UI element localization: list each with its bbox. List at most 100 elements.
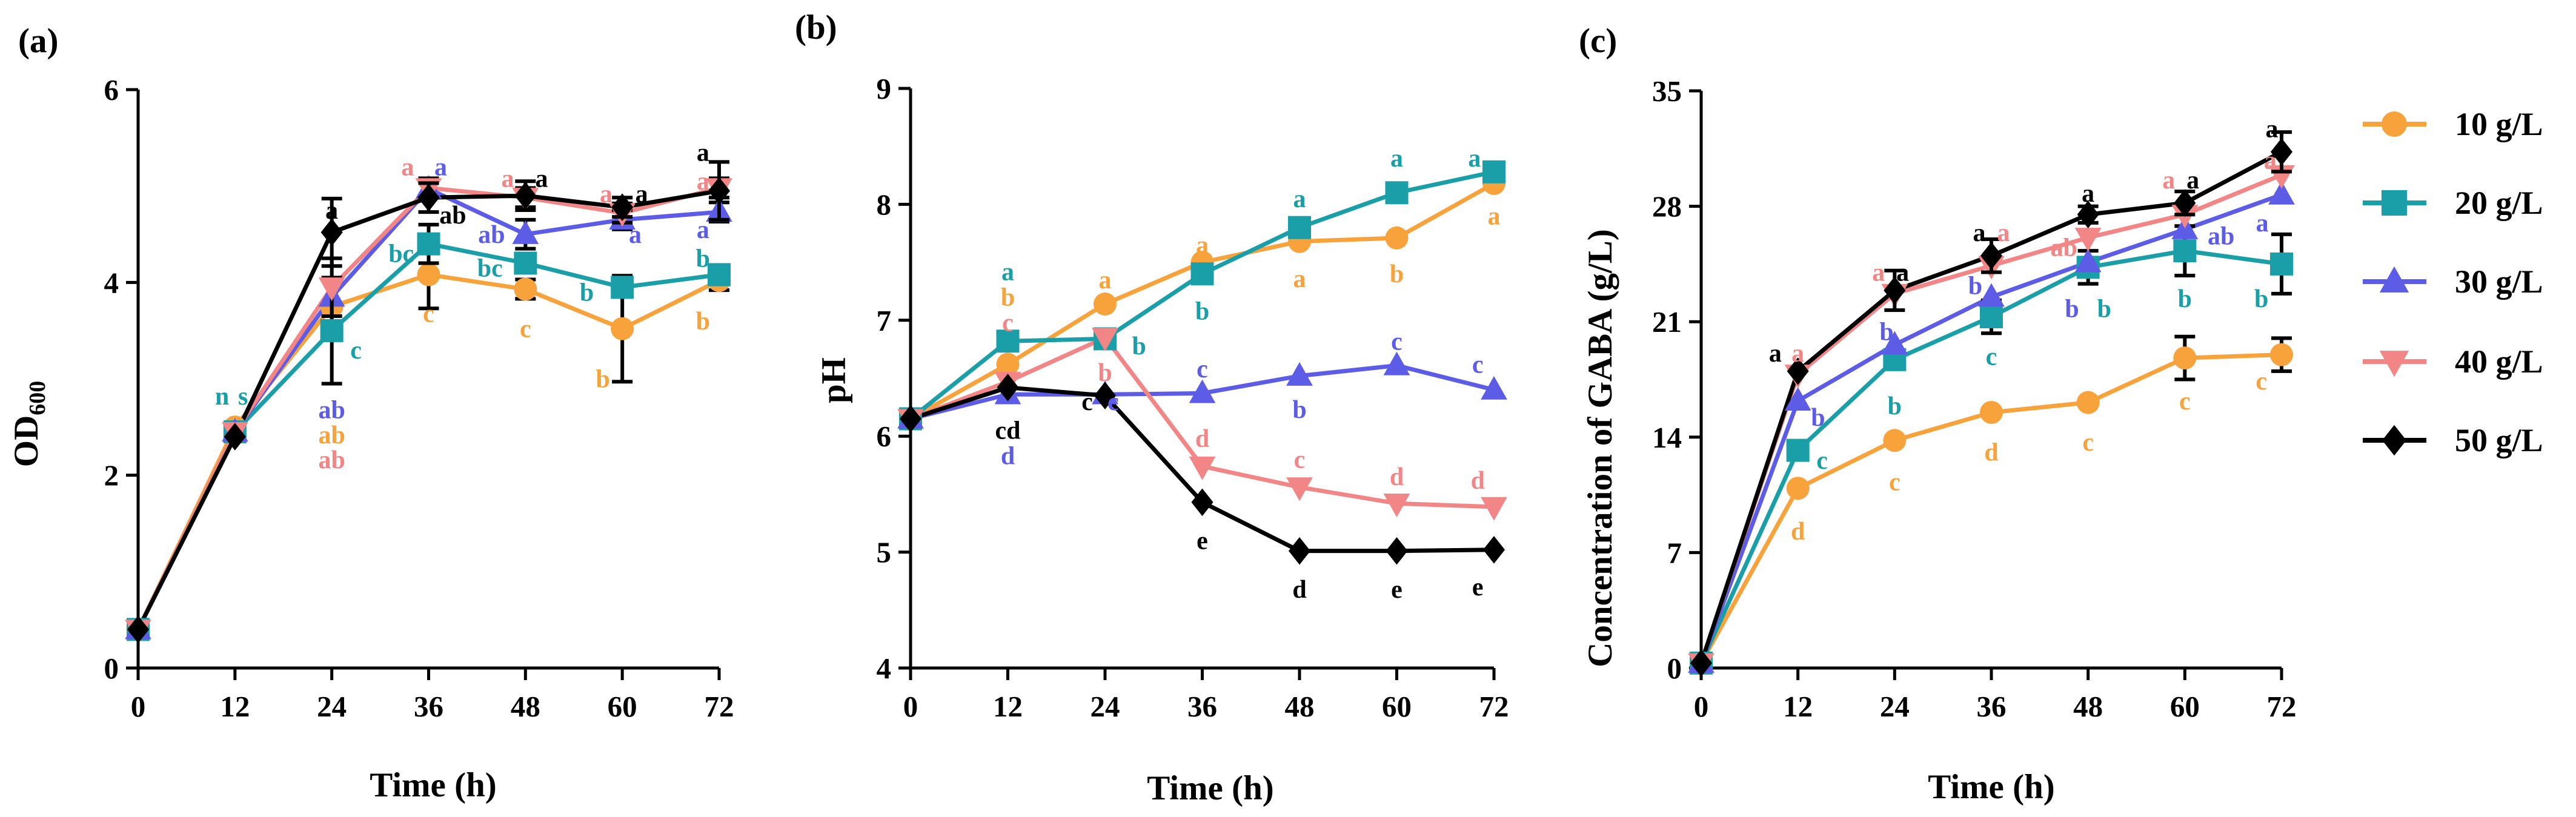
panel-c-point-10gL [1786,477,1810,500]
panel-b-point-30gL [1286,362,1313,386]
panel-c-significance-letter: a [1896,259,1909,287]
panel-c-significance-letter: a [1872,259,1885,287]
panel-b-x-tick-label: 12 [993,690,1023,723]
panel-a-point-20gL [514,251,537,275]
panel-a-label: (a) [18,22,58,60]
panel-b-y-tick-label: 8 [877,188,892,221]
panel-b-significance-letter: c [1002,309,1014,337]
panel-a-significance-letter: a [600,180,612,208]
panel-b-significance-letter: d [1195,425,1209,453]
panel-a-y-tick-label: 2 [104,459,119,492]
panel-b-significance-letter: c [1391,328,1403,356]
panel-a-significance-letter: ab [439,202,466,230]
panel-a-y-title-subscript: 600 [25,381,50,415]
panel-c-significance-letter: c [1889,468,1900,496]
legend-marker [2379,266,2409,293]
panel-c-significance-letter: b [1811,404,1825,432]
panel-b-y-tick-label: 5 [877,536,892,569]
panel-c-x-tick-label: 48 [2073,690,2103,723]
panel-a-point-40gL [318,277,345,302]
panel-a-x-tick-label: 24 [317,690,347,723]
panel-b-significance-letter: d [1001,443,1015,471]
panel-c-significance-letter: a [2266,116,2279,144]
panel-a-point-50gL [417,184,440,212]
panel-b-significance-letter: cd [995,417,1021,445]
panel-b-significance-letter: a [1390,145,1403,173]
panel-a-significance-letter: c [423,300,434,328]
panel-c-y-axis-title: Concentration of GABA (g/L) [1581,229,1619,667]
panel-c-significance-letter: b [1879,319,1893,346]
legend-label: 20 g/L [2455,185,2543,221]
panel-b-significance-letter: d [1471,467,1485,495]
panel-c-significance-letter: a [1791,340,1804,368]
panel-a-significance-letter: a [697,168,709,196]
panel-c-x-axis-title: Time (h) [1928,768,2055,806]
panel-b-point-20gL [1190,262,1214,286]
panel-c-x-tick-label: 24 [1880,690,1910,723]
panel-a-point-10gL [417,263,440,286]
panel-b-point-30gL [1481,375,1507,400]
panel-b-significance-letter: a [1001,258,1014,286]
panel-c-x-tick-label: 0 [1694,690,1709,723]
panel-b-significance-letter: b [1195,297,1209,325]
panel-a-significance-letter: a [629,221,642,249]
panel-b-significance-letter: b [1001,284,1015,312]
panel-a-significance-letter: a [434,153,447,181]
panel-c-y-tick-label: 28 [1652,190,1682,223]
panel-c-point-50gL [1884,276,1906,305]
panel-b-significance-letter: c [1472,351,1484,379]
panel-c-point-50gL [1787,357,1809,385]
panel-b-point-50gL [997,374,1019,402]
legend-label: 30 g/L [2455,263,2543,300]
panel-b-point-40gL [1286,477,1313,501]
panel-c-significance-letter: a [1769,340,1782,368]
panel-c-point-10gL [2173,346,2197,370]
panel-b-significance-letter: a [1293,185,1306,213]
panel-b-point-40gL [1189,456,1216,480]
panel-b-point-50gL [1482,535,1505,564]
legend-label: 10 g/L [2455,106,2543,142]
panel-c-significance-letter: a [2186,167,2199,194]
panel-c-point-30gL [2268,180,2295,205]
panel-c-point-20gL [2173,239,2197,263]
panel-c-significance-letter: c [1816,447,1828,475]
panel-a-point-50gL [127,615,150,644]
panel-b-point-10gL [996,352,1020,376]
panel-b-significance-letter: a [1099,266,1112,294]
panel-c-x-tick-label: 60 [2170,690,2200,723]
panel-b: (b) pH Time (h) 0 12 24 36 48 60 72456789abccd… [795,8,1509,807]
panel-c-significance-letter: b [2097,295,2111,323]
panel-a-point-20gL [708,263,731,286]
panel-b-point-20gL [1288,216,1311,239]
panel-c-point-30gL [1881,331,1908,355]
panel-a-point-50gL [611,193,634,221]
panel-a-y-axis-title: OD600 [7,381,50,468]
panel-c-significance-letter: b [2178,285,2192,313]
panel-c-point-50gL [1690,649,1713,677]
panel-b-significance-letter: e [1197,527,1208,555]
panel-a-significance-letter: b [696,245,710,273]
panel-c-point-50gL [1980,242,2003,270]
panel-c-point-20gL [1786,438,1810,462]
panel-b-point-10gL [1094,293,1117,316]
panel-b-point-50gL [1288,537,1311,565]
panel-c-significance-letter: b [1968,272,1982,300]
panel-c-y-tick-label: 14 [1652,421,1682,454]
panel-a-significance-letter: a [535,165,548,193]
panel-a-point-20gL [320,319,344,342]
panel-b-significance-letter: d [1390,463,1404,491]
panel-b-significance-letter: b [1098,359,1112,387]
legend-marker [2379,351,2409,377]
panel-a-significance-letter: c [350,337,362,365]
panel-b-significance-letter: a [1468,145,1481,173]
panel-c-point-10gL [1883,429,1907,452]
panel-c-significance-letter: b [2254,285,2268,313]
panel-c-point-30gL [1784,387,1811,411]
panel-a-significance-letter: a [636,180,648,208]
panel-b-y-tick-label: 6 [877,420,892,453]
panel-a-significance-letter: a [697,216,709,244]
legend-marker [2382,111,2407,137]
panel-a-y-tick-label: 6 [104,73,119,107]
panel-a-significance-letter: ab [478,221,505,249]
